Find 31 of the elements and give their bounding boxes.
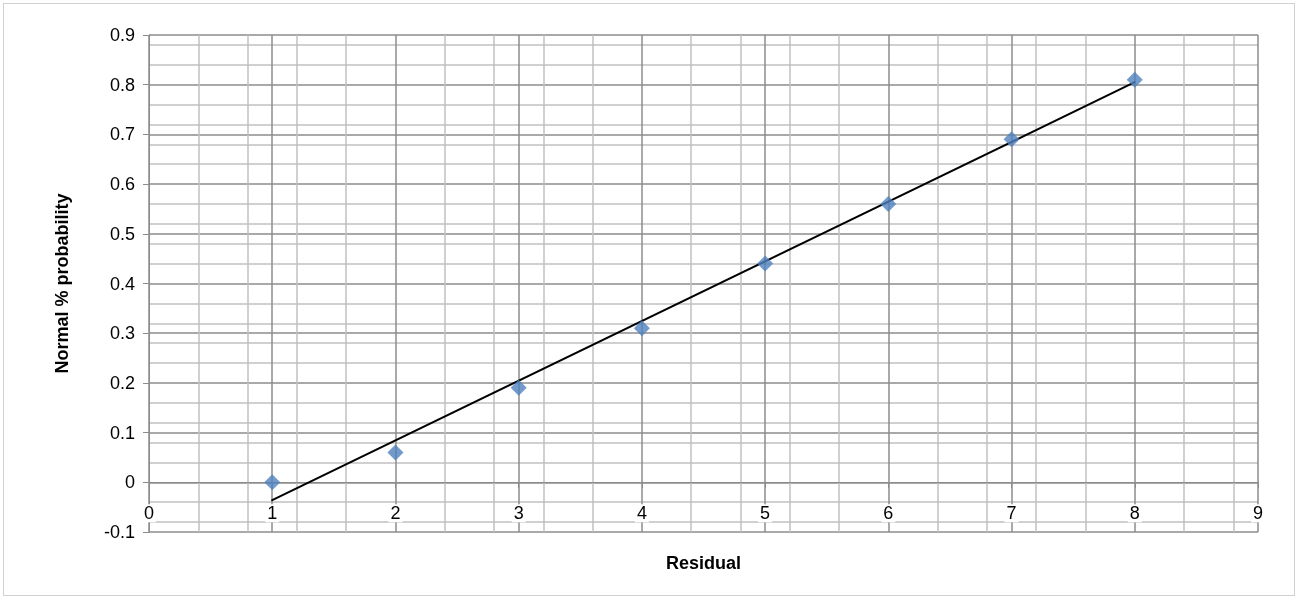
y-tick-label: 0.7: [109, 124, 135, 145]
x-tick-label: 6: [883, 503, 894, 524]
y-tick-label: 0.8: [109, 74, 135, 95]
y-tick-label: 0: [124, 472, 135, 493]
point: [264, 474, 281, 491]
x-tick-label: 7: [1006, 503, 1017, 524]
y-axis-title: Normal % probability: [52, 193, 72, 374]
y-tick-label: 0.2: [109, 372, 135, 393]
y-tick-label: 0.9: [109, 25, 135, 45]
point: [757, 255, 774, 272]
point: [880, 195, 897, 212]
x-tick-label: 9: [1252, 503, 1264, 524]
x-tick-label: 5: [760, 503, 771, 524]
x-tick-label: 1: [267, 503, 278, 524]
point: [387, 444, 404, 461]
x-tick-label: 8: [1129, 503, 1140, 524]
y-tick-label: 0.6: [109, 174, 135, 195]
x-tick-label: 3: [513, 503, 524, 524]
point: [1126, 71, 1143, 88]
y-tick-label: 0.5: [109, 223, 135, 244]
y-tick-label: 0.1: [109, 422, 135, 443]
point: [510, 379, 527, 396]
y-tick-label: -0.1: [103, 522, 135, 542]
point: [1003, 131, 1020, 148]
y-tick-label: 0.4: [109, 273, 135, 294]
x-tick-label: 2: [390, 503, 401, 524]
x-axis-title: Residual: [665, 553, 742, 574]
x-tick-label: 4: [636, 503, 647, 524]
y-tick-label: 0.3: [109, 323, 135, 344]
point: [633, 320, 650, 337]
x-tick-label: 0: [143, 503, 155, 524]
